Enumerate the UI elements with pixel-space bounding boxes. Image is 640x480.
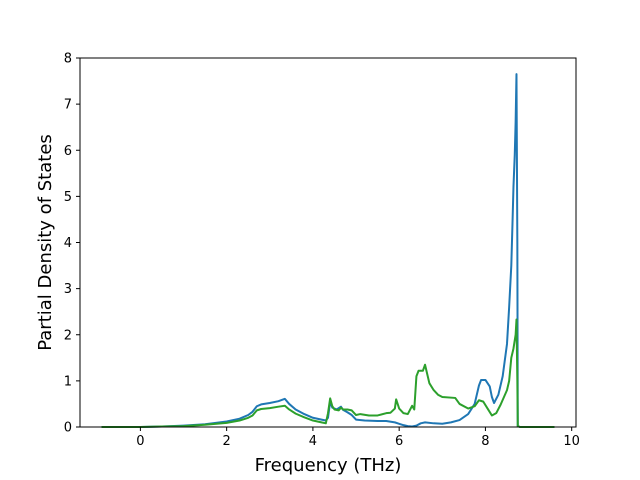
y-tick-label: 4: [64, 236, 72, 251]
x-tick-label: 6: [395, 434, 403, 449]
x-tick-label: 0: [136, 434, 144, 449]
y-tick-label: 7: [64, 98, 72, 113]
y-tick-label: 5: [64, 190, 72, 205]
y-tick-label: 2: [64, 328, 72, 343]
y-axis-ticks: 0 1 2 3 4 5 6 7 8: [64, 52, 80, 436]
series-line-2: [101, 318, 555, 428]
y-tick-label: 1: [64, 374, 72, 389]
y-axis-label: Partial Density of States: [35, 134, 56, 351]
y-tick-label: 8: [64, 52, 72, 67]
y-tick-label: 6: [64, 144, 72, 159]
y-tick-label: 3: [64, 282, 72, 297]
x-tick-label: 10: [563, 434, 580, 449]
x-tick-label: 8: [481, 434, 489, 449]
x-tick-label: 2: [223, 434, 231, 449]
series-line-1: [101, 73, 555, 428]
x-axis-ticks: 0 2 4 6 8 10: [136, 427, 580, 449]
x-axis-label: Frequency (THz): [255, 455, 402, 476]
series-layer: [101, 73, 555, 428]
x-tick-label: 4: [309, 434, 317, 449]
plot-frame: [79, 57, 577, 428]
y-tick-label: 0: [64, 421, 72, 436]
